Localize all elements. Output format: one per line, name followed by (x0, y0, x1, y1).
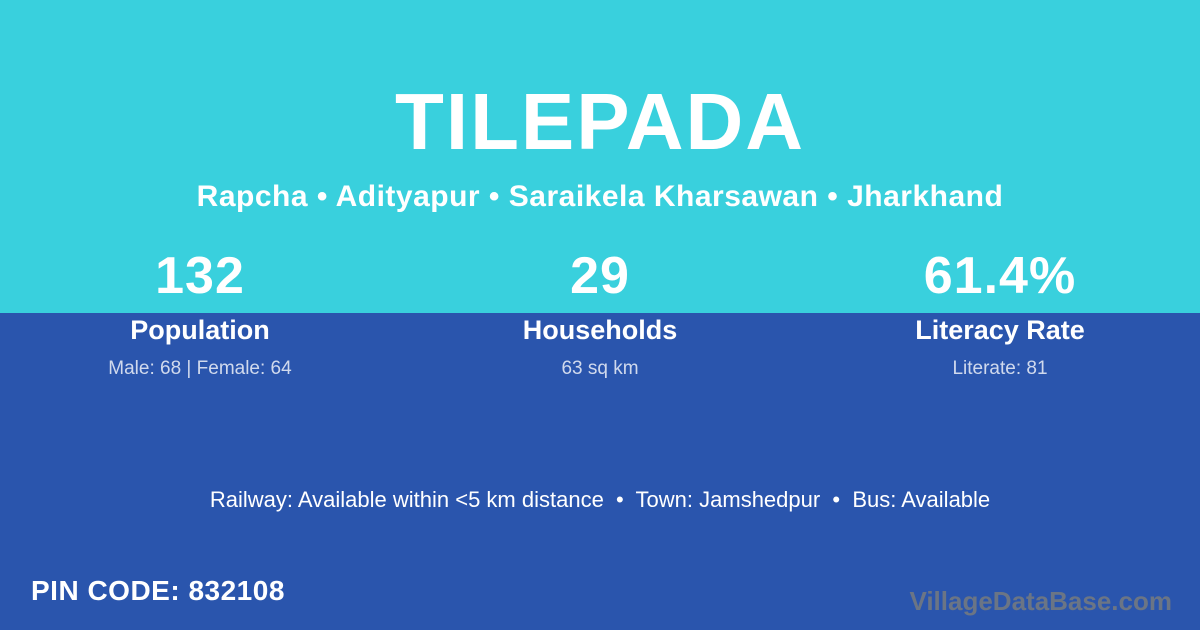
stat-detail: Literate: 81 (952, 358, 1048, 379)
pin-code-label: PIN CODE: 832108 (31, 575, 285, 606)
stat-value: 61.4% (923, 247, 1077, 305)
stat-households: 29 Households 63 sq km (400, 244, 800, 380)
stat-detail: Male: 68 | Female: 64 (108, 358, 292, 379)
header-section: TILEPADA Rapcha • Adityapur • Saraikela … (0, 0, 1200, 313)
stat-literacy: 61.4% Literacy Rate Literate: 81 (800, 244, 1200, 380)
amenities-line: Railway: Available within <5 km distance… (209, 487, 991, 512)
stat-label: Households (522, 315, 678, 345)
stat-label: Population (130, 315, 270, 345)
stat-value: 29 (570, 247, 630, 305)
stat-value: 132 (155, 247, 245, 305)
stats-row: 132 Population Male: 68 | Female: 64 29 … (0, 244, 1200, 380)
site-watermark: VillageDataBase.com (909, 586, 1172, 616)
stat-detail: 63 sq km (561, 358, 639, 379)
stat-population: 132 Population Male: 68 | Female: 64 (0, 244, 400, 380)
stat-label: Literacy Rate (915, 315, 1085, 345)
location-breadcrumb: Rapcha • Adityapur • Saraikela Kharsawan… (196, 180, 1004, 213)
village-name-title: TILEPADA (394, 77, 806, 166)
